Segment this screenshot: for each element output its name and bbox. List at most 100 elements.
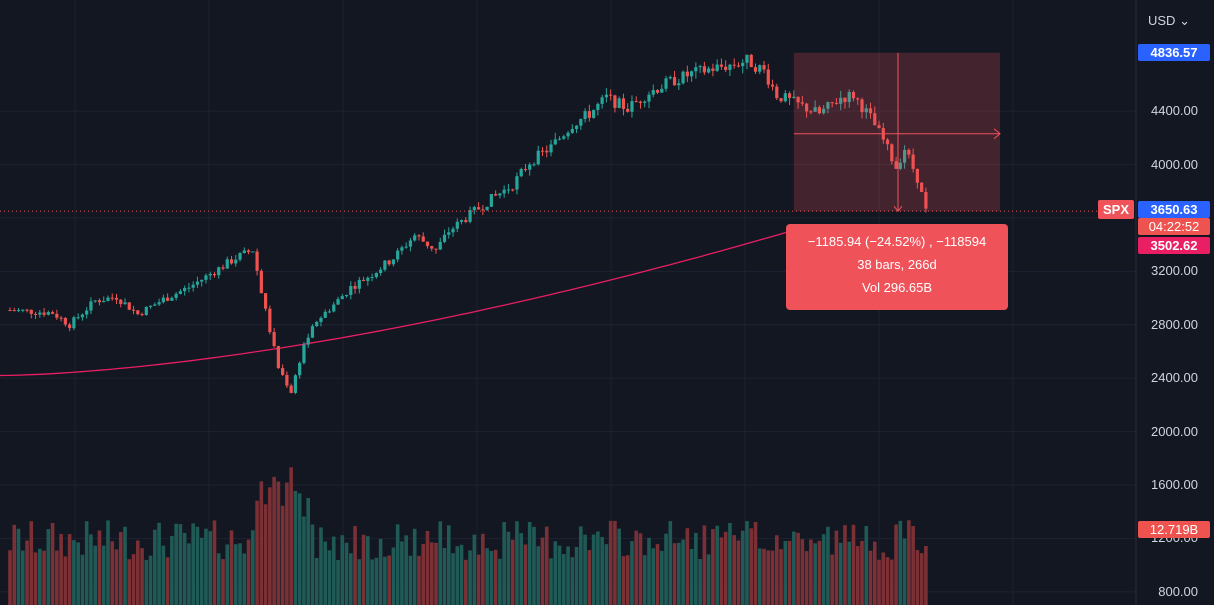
candle-body bbox=[127, 302, 131, 310]
candle-body bbox=[434, 248, 438, 250]
candle-body bbox=[404, 246, 408, 248]
candle bbox=[447, 227, 451, 239]
candle-body bbox=[242, 250, 246, 254]
candle-body bbox=[391, 259, 395, 265]
candle bbox=[890, 143, 894, 165]
candle bbox=[285, 371, 289, 389]
candle-body bbox=[655, 90, 660, 93]
candle-body bbox=[106, 297, 110, 301]
volume-bar bbox=[429, 542, 434, 605]
candle-body bbox=[417, 235, 421, 237]
candle bbox=[225, 256, 229, 269]
volume-bar bbox=[263, 504, 268, 605]
candle-body bbox=[494, 194, 498, 196]
candle-body bbox=[234, 259, 238, 264]
volume-bar bbox=[370, 559, 374, 605]
volume-bar bbox=[740, 530, 745, 605]
candle-body bbox=[877, 125, 881, 129]
candle-body bbox=[647, 94, 651, 102]
candle bbox=[102, 296, 106, 303]
volume-bar bbox=[131, 554, 136, 605]
candle-body bbox=[489, 194, 493, 207]
candle-body bbox=[643, 101, 647, 103]
candle bbox=[775, 83, 779, 100]
candle-body bbox=[894, 161, 898, 169]
volume-bar bbox=[625, 555, 630, 605]
volume-bar bbox=[127, 559, 132, 605]
volume-bar bbox=[792, 531, 796, 605]
candle-body bbox=[694, 67, 698, 72]
volume-bar bbox=[830, 554, 834, 605]
candlesticks bbox=[8, 53, 928, 395]
candle-body bbox=[259, 270, 263, 294]
candle-body bbox=[732, 64, 736, 66]
volume-bar bbox=[608, 520, 613, 605]
candle-body bbox=[387, 260, 391, 265]
volume-bar bbox=[216, 553, 221, 605]
candle bbox=[770, 79, 775, 91]
candle bbox=[191, 281, 195, 292]
candle-body bbox=[583, 111, 587, 119]
volume-bar bbox=[80, 554, 85, 605]
candle bbox=[647, 91, 651, 109]
candle bbox=[413, 232, 417, 242]
candle-body bbox=[511, 189, 515, 191]
candle bbox=[885, 138, 890, 151]
candle-body bbox=[451, 228, 455, 233]
candle-body bbox=[532, 164, 536, 166]
volume-bar bbox=[664, 533, 668, 605]
candle-body bbox=[562, 136, 566, 139]
volume-bar bbox=[114, 549, 119, 605]
candle-body bbox=[153, 304, 157, 306]
candle-body bbox=[310, 326, 315, 338]
candle-body bbox=[830, 102, 834, 104]
candle bbox=[178, 289, 182, 295]
candle bbox=[690, 70, 694, 82]
candle-body bbox=[745, 54, 749, 63]
candle bbox=[741, 59, 745, 74]
candle-body bbox=[873, 113, 877, 126]
candle bbox=[732, 58, 736, 69]
candle-body bbox=[72, 317, 76, 329]
volume-bar bbox=[374, 557, 379, 605]
volume-bar bbox=[12, 524, 17, 605]
candle bbox=[383, 260, 387, 272]
candle bbox=[442, 229, 447, 244]
volume-bar bbox=[153, 529, 157, 605]
candle bbox=[515, 172, 519, 195]
volume-bar bbox=[106, 520, 110, 605]
candle bbox=[229, 255, 234, 265]
candle-body bbox=[396, 250, 400, 260]
candle bbox=[638, 100, 643, 109]
candle-body bbox=[187, 287, 191, 289]
candle-body bbox=[477, 207, 481, 210]
volume-bar bbox=[600, 536, 604, 605]
candle-body bbox=[212, 273, 217, 276]
volume-bar bbox=[42, 550, 46, 605]
volume-bar bbox=[412, 528, 417, 605]
measure-tool-overlay[interactable] bbox=[0, 52, 1136, 212]
candle-body bbox=[805, 103, 809, 112]
candle bbox=[234, 254, 238, 267]
candle-body bbox=[753, 67, 758, 72]
volume-bar bbox=[276, 481, 281, 605]
candle bbox=[672, 70, 677, 86]
candle-body bbox=[728, 64, 732, 70]
candle-body bbox=[715, 64, 719, 71]
volume-bar bbox=[63, 556, 68, 605]
volume-bar bbox=[519, 533, 523, 605]
candle bbox=[655, 89, 660, 95]
volume-bar bbox=[898, 520, 903, 605]
currency-dropdown[interactable]: USD ⌄ bbox=[1148, 13, 1190, 29]
candle bbox=[459, 219, 464, 225]
volume-bar bbox=[378, 538, 383, 605]
candle-body bbox=[400, 247, 404, 251]
candle bbox=[813, 100, 817, 112]
volume-bar bbox=[613, 520, 617, 605]
candle bbox=[174, 292, 178, 301]
candle bbox=[843, 97, 847, 109]
candle-body bbox=[51, 312, 55, 314]
candle bbox=[51, 310, 55, 315]
volume-bar bbox=[408, 555, 413, 605]
